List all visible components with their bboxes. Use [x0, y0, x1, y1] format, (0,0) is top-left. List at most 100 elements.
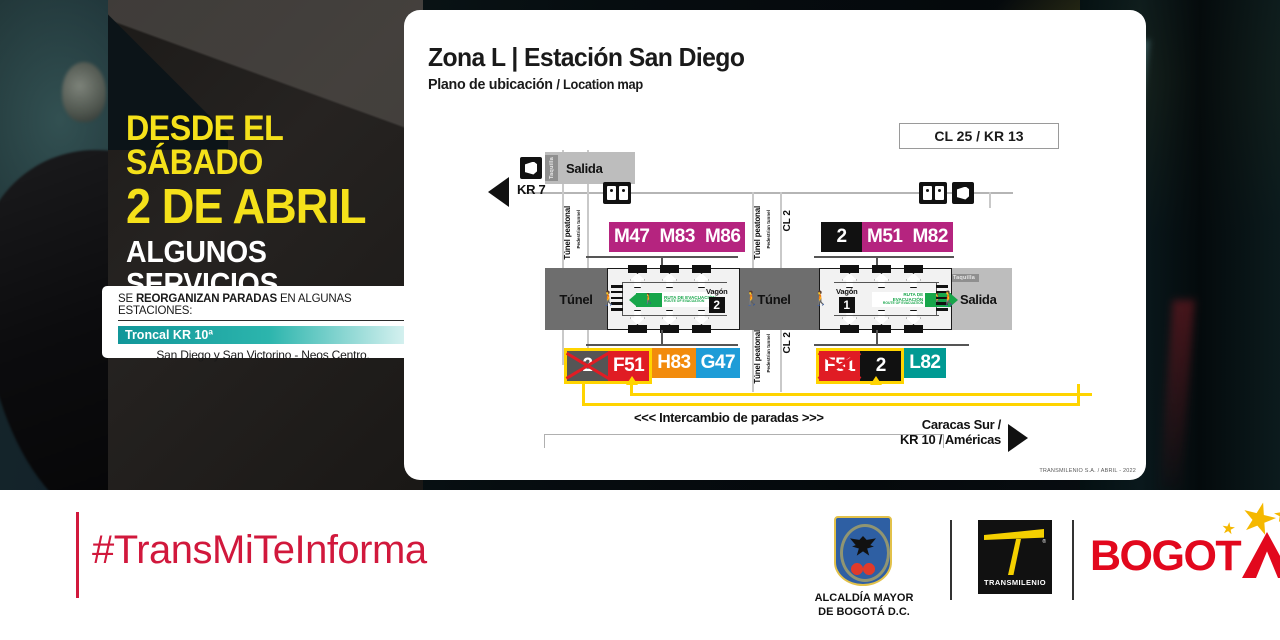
platform-door	[692, 325, 711, 333]
platform-guide-line	[622, 314, 727, 316]
badge-row-left-top: M47 M83 M86	[609, 222, 746, 252]
star-medium-icon	[1273, 505, 1280, 525]
evacuation-text-en: ROUTE OF EVACUATION	[882, 301, 924, 306]
map-subtitle-es: Plano de ubicación	[428, 76, 553, 93]
exchange-arrow-up-right-icon	[870, 376, 882, 385]
bogota-coat-of-arms-icon	[834, 516, 892, 586]
boarding-arrow-up-icon	[874, 273, 889, 288]
badge-connector-bar-left-bottom	[586, 344, 738, 346]
bus-icon-right	[952, 182, 974, 204]
platform-door	[692, 265, 711, 273]
route-badge[interactable]: L82	[904, 348, 946, 378]
exchange-caption: <<< Intercambio de paradas >>>	[634, 410, 824, 425]
alcaldia-logo: ALCALDÍA MAYOR DE BOGOTÁ D.C.	[790, 504, 938, 624]
footer-bar: #TransMiTeInforma ALCALDÍA MAYOR DE BOGO…	[0, 490, 1280, 640]
exit-label-left: Salida	[566, 160, 603, 176]
page-title: Zona L | Estación San Diego	[428, 42, 745, 72]
promo-line-1: DESDE EL SÁBADO	[126, 109, 283, 183]
pedestrian-icon-left: 🚶	[600, 290, 618, 306]
guide-line-left-a	[562, 150, 564, 365]
turnstile-comb-left	[611, 285, 623, 314]
badge-row-right-top: 2 M51 M82	[821, 222, 953, 252]
ped-tunnel-en-mid-bot: Pedestrian tunnel	[766, 334, 771, 373]
avenue-line-mid-left	[633, 192, 933, 194]
platform-guide-line	[834, 314, 939, 316]
route-badge[interactable]: G47	[695, 348, 741, 378]
transmilenio-logo-icon: ® TRANSMILENIO	[978, 520, 1052, 594]
alcaldia-line-2: DE BOGOTÁ D.C.	[818, 605, 910, 618]
access-gate-icon-left	[603, 182, 631, 204]
bogota-wordmark: BOGOT	[1090, 532, 1242, 580]
hero-banner: DESDE EL SÁBADO 2 DE ABRIL ALGUNOS SERVI…	[0, 0, 1280, 490]
bus-icon-left	[520, 157, 542, 179]
route-badge[interactable]: 2	[821, 222, 862, 252]
platform-left: 🚶 RUTA DE EVACUACIÓN ROUTE OF EVACUATION…	[607, 265, 740, 333]
direction-right-line-1: Caracas Sur /	[921, 417, 1002, 432]
corridor-band: Troncal KR 10ª	[118, 326, 408, 344]
ped-tunnel-en-mid-top: Pedestrian tunnel	[766, 210, 771, 249]
car-label-right: Vagón	[836, 287, 858, 296]
platform-door	[628, 325, 647, 333]
alcaldia-caption: ALCALDÍA MAYOR DE BOGOTÁ D.C.	[790, 592, 938, 620]
route-badge[interactable]: H83	[652, 348, 696, 378]
route-badge[interactable]: M86	[699, 222, 746, 252]
platform-door	[872, 325, 891, 333]
badge-highlight-group-right: F51 2	[816, 348, 905, 384]
badge-connector-bar-right-bottom	[814, 344, 969, 346]
avenue-line-left	[523, 192, 633, 194]
turnstile-comb-right	[936, 285, 948, 314]
pedestrian-icon-right-exit: 🚶	[940, 290, 958, 306]
car-number-left: Vagón 2	[706, 287, 728, 313]
alcaldia-line-1: ALCALDÍA MAYOR	[814, 592, 914, 604]
logo-divider-2	[1072, 520, 1074, 600]
cross-street-top-label: CL 25 / KR 13	[899, 123, 1059, 149]
location-map-card: Zona L | Estación San Diego Plano de ubi…	[404, 10, 1146, 480]
evacuation-text-en: ROUTE OF EVACUATION	[664, 299, 705, 304]
route-badge-discontinued[interactable]: F51	[819, 351, 861, 381]
direction-right-line-2: KR 10 / Américas	[900, 431, 1001, 447]
corridor-extent-bracket	[544, 434, 944, 448]
pedestrian-tunnel-label-left-en: Pedestrian tunnel	[576, 210, 586, 249]
promo-content: DESDE EL SÁBADO 2 DE ABRIL ALGUNOS SERVI…	[108, 0, 423, 490]
ticket-office-tab-right: Taquilla	[949, 274, 979, 282]
evacuation-text-es: RUTA DE EVACUACIÓN	[664, 294, 716, 300]
route-badge[interactable]: M51	[862, 222, 908, 252]
platform-guide-line	[834, 282, 939, 284]
logo-divider-1	[950, 520, 952, 600]
cl2-label-top: CL 2	[782, 210, 793, 232]
platform-door	[628, 265, 647, 273]
badge-connector-stem-left-bottom	[661, 330, 663, 344]
platform-door	[872, 265, 891, 273]
cl2-label-bottom: CL 2	[782, 332, 793, 354]
platform-door	[904, 325, 923, 333]
direction-arrow-right-icon	[1008, 424, 1028, 452]
boarding-arrow-down-icon	[906, 310, 921, 325]
platform-door	[840, 325, 859, 333]
exit-block-left: Taquilla Salida	[545, 152, 635, 184]
route-badge[interactable]: M82	[907, 222, 953, 252]
boarding-arrow-up-icon	[662, 273, 677, 288]
campaign-hashtag: #TransMiTeInforma	[92, 528, 427, 572]
car-label-left: Vagón	[706, 287, 728, 296]
platform-door	[660, 325, 679, 333]
ped-tunnel-es-left: Túnel peatonal	[563, 206, 572, 260]
platform-right: Vagón 1 RUTA DE EVACUACIÓN ROUTE OF EVAC…	[819, 265, 958, 333]
exit-label-right: Salida	[960, 291, 997, 307]
tunnel-block-center: Túnel	[729, 268, 819, 330]
pedestrian-icon-right-entry: 🚶	[812, 290, 830, 306]
evacuation-arrow-icon: 🚶	[629, 292, 662, 307]
route-badge-discontinued[interactable]: 2	[567, 351, 608, 381]
badge-row-right-bottom: F51 2 L82	[816, 348, 946, 384]
pedestrian-tunnel-label-mid-top-en: Pedestrian tunnel	[766, 210, 776, 249]
photo-passenger-head	[62, 62, 106, 122]
map-subtitle-en: / Location map	[556, 77, 643, 92]
exchange-path-inner	[630, 384, 1092, 396]
route-badge[interactable]: M83	[654, 222, 700, 252]
logo-group: ALCALDÍA MAYOR DE BOGOTÁ D.C. ® TRANSMIL…	[790, 504, 1280, 626]
car-number-value-left: 2	[708, 297, 725, 313]
boarding-arrow-down-icon	[874, 310, 889, 325]
direction-arrow-left-icon	[488, 177, 509, 207]
affected-stations: San Diego y San Victorino - Neos Centro.	[156, 348, 370, 362]
route-badge[interactable]: M47	[609, 222, 655, 252]
platform-door	[840, 265, 859, 273]
